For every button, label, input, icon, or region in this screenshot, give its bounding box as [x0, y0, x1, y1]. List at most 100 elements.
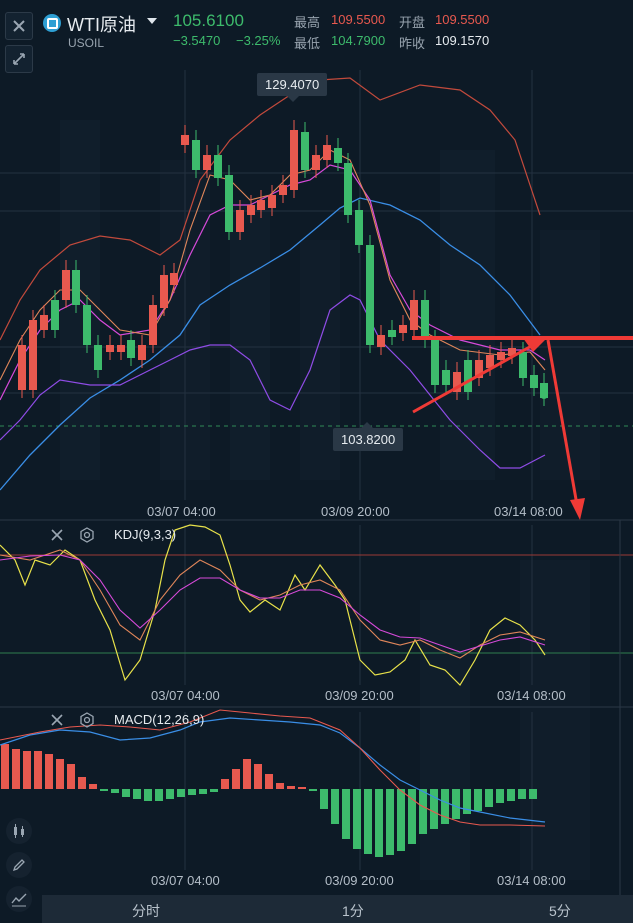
kdj-d-line: [0, 554, 546, 653]
candle-body: [377, 335, 385, 347]
macd-bar: [320, 789, 328, 809]
header: WTI原油 USOIL 105.6100 −3.5470 −3.25% 最高 1…: [0, 0, 633, 73]
candle-body: [83, 305, 91, 345]
close-icon[interactable]: [50, 713, 64, 727]
candle-body: [203, 155, 211, 170]
macd-bar: [342, 789, 350, 839]
candlestick-icon: [14, 824, 24, 838]
chart-canvas[interactable]: [0, 0, 633, 895]
candle-body: [72, 270, 80, 305]
indicator-tool-button[interactable]: [6, 886, 32, 912]
lower-band-line: [0, 294, 546, 469]
collapse-button[interactable]: [5, 45, 33, 73]
macd-bar: [89, 784, 97, 789]
prev-close-label: 昨收: [399, 36, 426, 51]
macd-bar: [166, 789, 174, 799]
caret-down-icon[interactable]: [147, 18, 157, 26]
tab-5min[interactable]: 5分: [549, 903, 571, 919]
macd-bar: [309, 789, 317, 791]
candle-body: [106, 345, 114, 352]
macd-dif-line: [0, 717, 546, 823]
candle-body: [344, 163, 352, 215]
macd-bar: [529, 789, 537, 799]
candle-body: [94, 345, 102, 370]
candle-body: [355, 210, 363, 245]
candle-body: [138, 345, 146, 360]
candle-body: [149, 305, 157, 345]
macd-bar: [364, 789, 372, 854]
macd-bar: [111, 789, 119, 793]
tab-1min[interactable]: 1分: [342, 903, 364, 919]
candle-body: [508, 348, 516, 356]
candle-body: [225, 175, 233, 232]
close-button[interactable]: [5, 12, 33, 40]
candle-body: [399, 325, 407, 333]
upper-band-line: [0, 77, 541, 341]
macd-bar: [56, 759, 64, 789]
candlesticks[interactable]: [18, 120, 548, 406]
candle-body: [117, 345, 125, 352]
close-icon: [13, 20, 25, 32]
main-time-label: 03/09 20:00: [321, 504, 390, 519]
main-time-label: 03/07 04:00: [147, 504, 216, 519]
close-icon[interactable]: [50, 528, 64, 542]
macd-bar: [122, 789, 130, 797]
candle-body: [29, 320, 37, 390]
candle-body: [170, 273, 178, 285]
symbol-code: USOIL: [68, 36, 105, 50]
candle-body: [431, 340, 439, 385]
macd-histogram: [1, 744, 537, 857]
candlestick-tool-button[interactable]: [6, 818, 32, 844]
macd-time-label: 03/14 08:00: [497, 873, 566, 888]
candle-body: [257, 200, 265, 210]
collapse-icon: [13, 53, 25, 65]
candle-body: [497, 352, 505, 360]
macd-bar: [353, 789, 361, 849]
candle-body: [540, 383, 548, 398]
candle-body: [366, 245, 374, 345]
price-change: −3.5470: [173, 33, 221, 48]
candle-body: [18, 345, 26, 390]
macd-bar: [287, 786, 295, 789]
candle-body: [421, 300, 429, 340]
kdj-title: KDJ(9,3,3): [114, 527, 177, 542]
macd-bar: [23, 751, 31, 789]
candle-body: [279, 185, 287, 195]
candle-body: [247, 205, 255, 215]
candle-body: [51, 300, 59, 330]
settings-icon[interactable]: [79, 527, 95, 543]
macd-bar: [452, 789, 460, 819]
settings-icon[interactable]: [79, 712, 95, 728]
candle-body: [464, 360, 472, 392]
candle-body: [475, 360, 483, 378]
candle-body: [388, 330, 396, 337]
candle-body: [486, 355, 494, 368]
candle-body: [236, 210, 244, 232]
macd-bar: [210, 789, 218, 792]
candle-body: [530, 375, 538, 388]
high-label: 最高: [294, 15, 321, 30]
macd-time-label: 03/09 20:00: [325, 873, 394, 888]
high-value: 109.5500: [331, 12, 386, 27]
macd-bar: [298, 787, 306, 789]
price-change-pct: −3.25%: [236, 33, 281, 48]
draw-tool-button[interactable]: [6, 852, 32, 878]
candle-body: [214, 155, 222, 178]
candle-body: [301, 132, 309, 170]
last-price-dot: [540, 391, 548, 399]
pen-icon: [12, 859, 25, 872]
macd-bar: [78, 777, 86, 789]
macd-bar: [375, 789, 383, 857]
middle-ma-line: [0, 197, 541, 491]
candle-body: [334, 148, 342, 163]
symbol-name[interactable]: WTI原油: [67, 15, 136, 35]
macd-bar: [518, 789, 526, 799]
macd-bar: [276, 783, 284, 789]
macd-bar: [221, 779, 229, 789]
candle-body: [62, 270, 70, 300]
macd-bar: [100, 789, 108, 791]
high-price-marker: 129.4070: [257, 73, 328, 96]
tab-timeshare[interactable]: 分时: [132, 903, 160, 919]
macd-bar: [419, 789, 427, 834]
macd-bar: [243, 759, 251, 789]
